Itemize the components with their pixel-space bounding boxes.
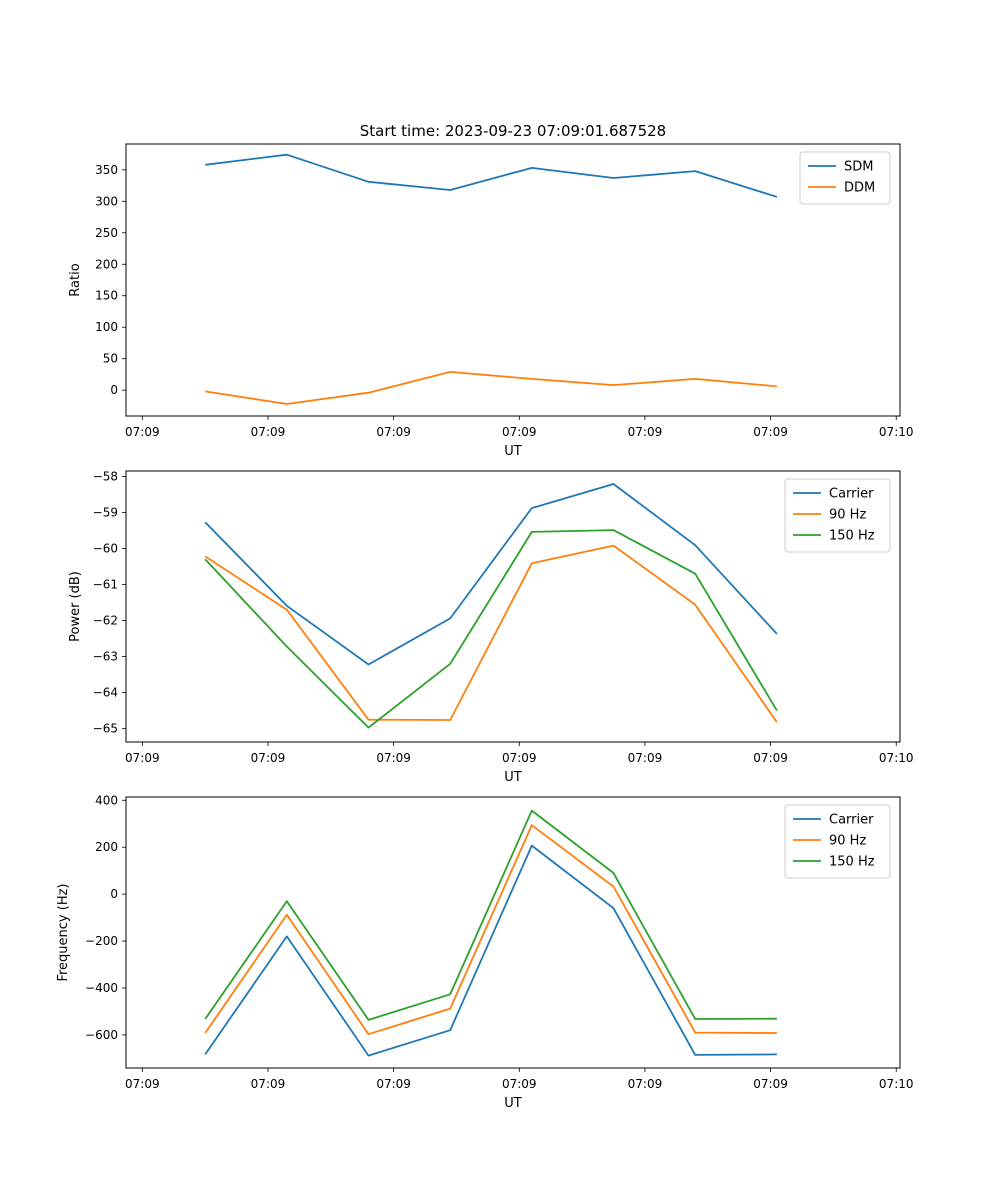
y-tick-label: −63 (93, 650, 118, 664)
y-tick-label: −600 (85, 1028, 118, 1042)
y-tick-label: 200 (95, 840, 118, 854)
y-tick-label: −61 (93, 578, 118, 592)
y-tick-label: 0 (110, 887, 118, 901)
x-tick-label: 07:09 (251, 1077, 286, 1091)
x-tick-label: 07:09 (753, 1077, 788, 1091)
x-tick-label: 07:10 (879, 425, 914, 439)
series-line-150-hz (204, 809, 777, 1021)
series-line-90-hz (204, 824, 777, 1036)
y-axis-label: Ratio (68, 263, 83, 296)
legend-label: 150 Hz (829, 529, 875, 544)
axes-frame (125, 470, 901, 743)
legend-label: 90 Hz (829, 508, 866, 523)
frequency-chart: 07:09 07:09 07:09 07:09 07:09 07:09 07:10 −600 −… (56, 793, 914, 1111)
y-tick-label: 250 (95, 226, 118, 240)
y-tick-label: 300 (95, 194, 118, 208)
x-tick-label: 07:09 (502, 751, 537, 765)
series-line-sdm (205, 153, 778, 198)
y-tick-label: −58 (93, 469, 118, 483)
legend-label: Carrier (829, 813, 874, 828)
legend-label: 150 Hz (829, 855, 875, 870)
y-tick-label: 50 (103, 352, 118, 366)
y-tick-label: 100 (95, 320, 118, 334)
x-tick-label: 07:09 (376, 751, 411, 765)
series-line-ddm (205, 370, 777, 405)
x-tick-label: 07:09 (125, 1077, 160, 1091)
x-tick-label: 07:10 (879, 1077, 914, 1091)
x-tick-label: 07:09 (125, 425, 160, 439)
axes-frame (125, 796, 901, 1069)
y-tick-label: −200 (85, 934, 118, 948)
y-tick-label: 200 (95, 257, 118, 271)
series-line-90-hz (204, 544, 778, 723)
y-tick-label: −60 (93, 541, 118, 555)
power-chart: 07:09 07:09 07:09 07:09 07:09 07:09 07:10 −65 −6… (68, 469, 914, 785)
legend-box (784, 478, 891, 553)
legend-label: 90 Hz (829, 834, 866, 849)
figure-title: Start time: 2023-09-23 07:09:01.687528 (360, 122, 666, 140)
ratio-chart: 07:09 07:09 07:09 07:09 07:09 07:09 07:10 0 50 10… (68, 143, 914, 459)
y-tick-label: 400 (95, 793, 118, 807)
y-tick-label: −65 (93, 722, 118, 736)
series-line-carrier (204, 844, 777, 1057)
series-line-carrier (204, 483, 778, 666)
y-tick-label: −59 (93, 505, 118, 519)
y-axis-label: Frequency (Hz) (56, 883, 71, 981)
x-tick-label: 07:09 (502, 425, 537, 439)
legend-box (784, 804, 891, 879)
y-tick-label: 350 (95, 163, 118, 177)
legend-label: Carrier (829, 487, 874, 502)
x-axis-label: UT (504, 770, 522, 785)
legend-box (799, 151, 891, 205)
y-tick-label: −64 (93, 686, 118, 700)
axes-frame (125, 143, 901, 417)
x-tick-label: 07:09 (502, 1077, 537, 1091)
x-tick-label: 07:09 (628, 751, 663, 765)
x-tick-label: 07:09 (251, 751, 286, 765)
x-tick-label: 07:09 (753, 751, 788, 765)
y-tick-label: 0 (110, 383, 118, 397)
y-tick-label: −62 (93, 614, 118, 628)
y-axis-label: Power (dB) (68, 571, 83, 642)
x-axis-label: UT (504, 444, 522, 459)
x-tick-label: 07:09 (628, 425, 663, 439)
y-tick-label: −400 (85, 981, 118, 995)
legend-label: SDM (844, 160, 873, 175)
x-tick-label: 07:09 (251, 425, 286, 439)
series-line-150-hz (204, 529, 778, 729)
x-axis-label: UT (504, 1096, 522, 1111)
x-tick-label: 07:10 (879, 751, 914, 765)
x-tick-label: 07:09 (125, 751, 160, 765)
x-tick-label: 07:09 (376, 1077, 411, 1091)
x-tick-label: 07:09 (753, 425, 788, 439)
y-tick-label: 150 (95, 289, 118, 303)
x-tick-label: 07:09 (376, 425, 411, 439)
legend-label: DDM (844, 181, 875, 196)
x-tick-label: 07:09 (628, 1077, 663, 1091)
